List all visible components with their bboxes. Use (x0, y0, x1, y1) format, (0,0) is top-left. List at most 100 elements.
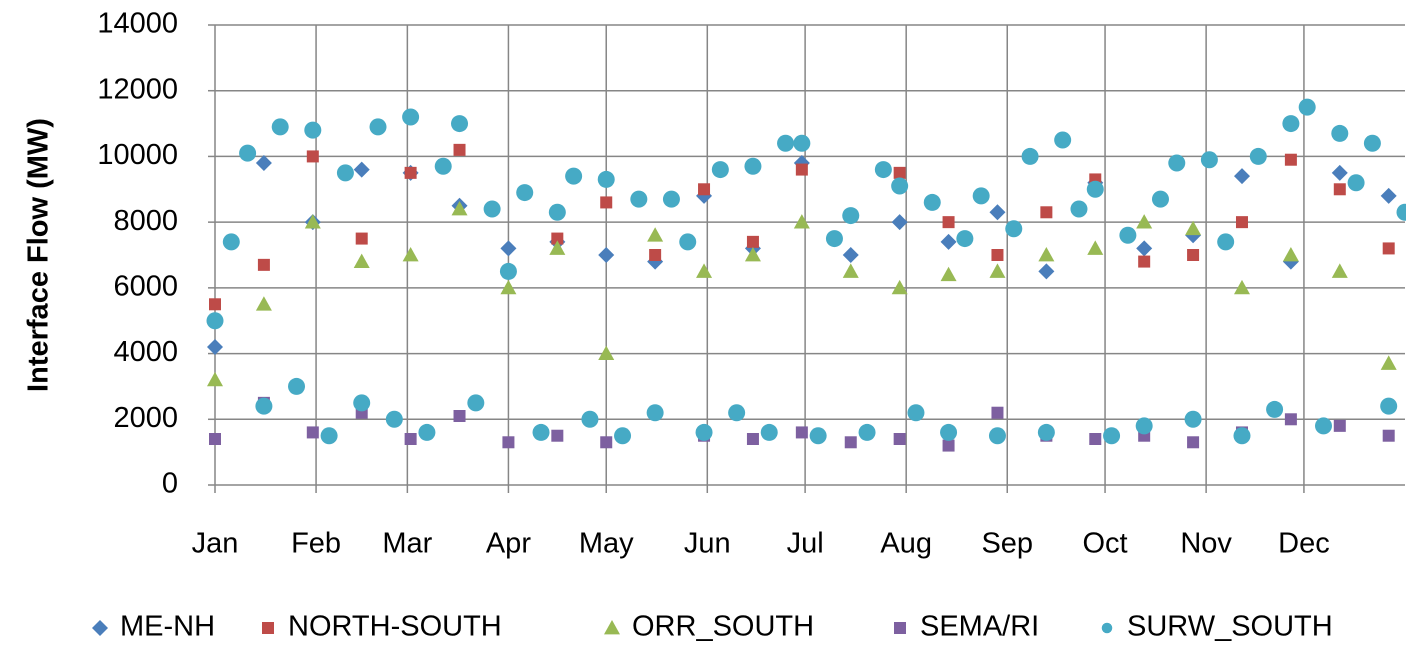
point (988, 427, 1006, 445)
point (1187, 436, 1200, 449)
point (728, 404, 746, 422)
point (453, 143, 466, 156)
point (614, 427, 632, 445)
y-tick-label: 10000 (97, 139, 178, 171)
point (649, 249, 662, 261)
point (404, 433, 417, 445)
point (453, 410, 466, 422)
legend-marker (262, 622, 274, 634)
point (206, 312, 224, 330)
point (711, 161, 729, 179)
point (207, 371, 223, 387)
point (1249, 147, 1267, 165)
legend-marker (604, 620, 620, 635)
point (793, 134, 811, 152)
point (1382, 429, 1395, 442)
point (304, 121, 322, 139)
y-tick-label: 4000 (113, 336, 178, 368)
point (255, 397, 273, 415)
point (809, 427, 827, 445)
point (1382, 242, 1395, 255)
point (1040, 206, 1053, 219)
point (500, 279, 517, 295)
point (402, 247, 419, 262)
point (842, 207, 860, 225)
point (825, 230, 843, 248)
point (551, 232, 564, 245)
point (1331, 124, 1349, 142)
point (893, 433, 906, 445)
point (355, 232, 368, 245)
point (746, 433, 759, 445)
y-tick-label: 14000 (97, 8, 178, 40)
point (1333, 183, 1346, 196)
point (385, 410, 403, 428)
point (1103, 427, 1121, 445)
point (255, 155, 272, 171)
point (972, 187, 990, 205)
point (1266, 400, 1284, 418)
point (942, 216, 955, 229)
point (532, 423, 550, 441)
point (662, 190, 680, 208)
point (989, 263, 1006, 278)
point (306, 150, 319, 163)
point (940, 266, 957, 282)
x-tick-label: May (579, 528, 634, 560)
point (353, 394, 371, 412)
point (891, 214, 908, 231)
x-tick-label: Jan (192, 528, 239, 560)
point (451, 115, 469, 133)
point (404, 166, 417, 179)
point (548, 203, 566, 221)
point (891, 279, 908, 295)
point (1314, 417, 1332, 435)
x-tick-label: Jun (684, 528, 731, 560)
point (646, 404, 664, 422)
point (1185, 220, 1202, 236)
point (1038, 263, 1055, 280)
point (1284, 153, 1297, 166)
point (271, 118, 289, 136)
point (1168, 154, 1186, 172)
x-tick-label: Jul (787, 528, 824, 560)
point (1331, 164, 1348, 181)
point (1187, 249, 1200, 261)
point (255, 296, 272, 311)
point (500, 240, 517, 257)
point (991, 249, 1004, 261)
x-tick-label: Nov (1180, 528, 1232, 560)
point (1380, 397, 1398, 415)
x-tick-label: Mar (382, 528, 432, 560)
point (1021, 147, 1039, 165)
point (353, 161, 370, 178)
point (222, 233, 240, 251)
point (874, 161, 892, 179)
legend-label: ME-NH (120, 611, 215, 643)
point (1217, 233, 1235, 251)
y-axis-title: Interface Flow (MW) (23, 118, 55, 392)
point (1037, 423, 1055, 441)
point (630, 190, 648, 208)
point (402, 108, 420, 126)
legend-label: SURW_SOUTH (1127, 611, 1333, 643)
point (257, 258, 270, 271)
y-tick-label: 0 (162, 468, 178, 500)
point (793, 214, 810, 229)
x-tick-label: Feb (291, 528, 341, 560)
point (760, 423, 778, 441)
point (369, 118, 387, 136)
point (1233, 427, 1251, 445)
point (923, 193, 941, 211)
point (1235, 216, 1248, 229)
legend-marker (1101, 622, 1113, 634)
point (746, 235, 759, 248)
point (209, 433, 221, 445)
point (1396, 203, 1406, 221)
point (239, 144, 257, 162)
point (502, 436, 515, 449)
point (795, 163, 808, 176)
point (353, 253, 370, 268)
point (598, 345, 615, 360)
